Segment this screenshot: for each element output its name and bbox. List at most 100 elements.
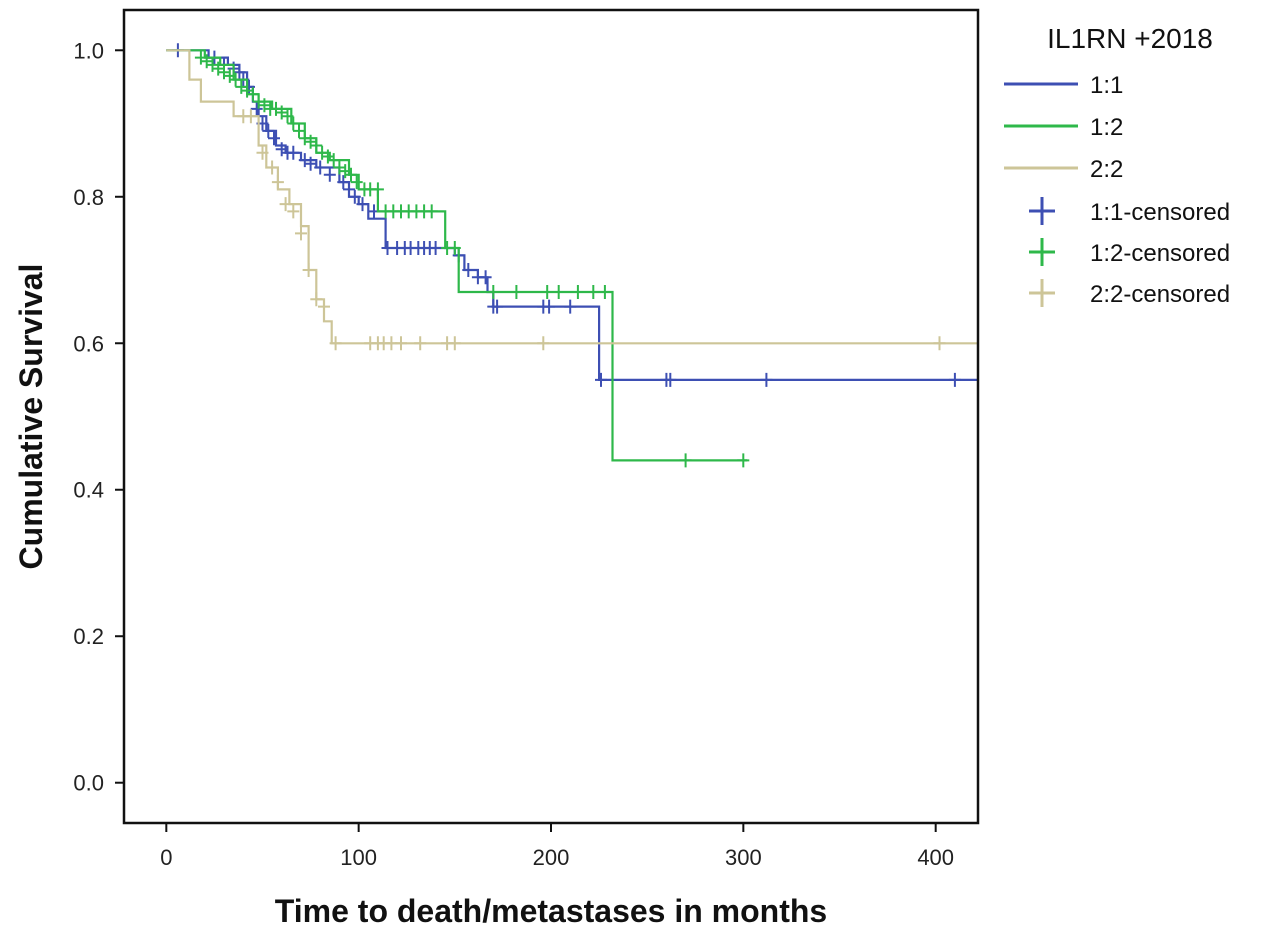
censor-mark [318, 299, 330, 314]
censor-mark [275, 105, 288, 120]
legend-item: 1:1-censored [1029, 197, 1230, 226]
censor-mark [664, 372, 677, 387]
legend-label: 2:2 [1090, 156, 1123, 183]
legend-item: 2:2-censored [1029, 279, 1230, 308]
censor-mark [233, 65, 246, 80]
legend-item: 2:2 [1004, 156, 1123, 183]
censor-mark [327, 153, 340, 168]
censor-mark [258, 98, 271, 113]
censor-mark [218, 65, 230, 80]
censor-mark [279, 197, 292, 212]
censor-mark [287, 145, 300, 160]
censor-mark [295, 226, 307, 241]
censor-mark [337, 175, 350, 190]
censor-mark [571, 285, 584, 299]
censor-mark [537, 336, 550, 351]
censor-mark [298, 131, 311, 146]
legend-item: 1:2 [1004, 114, 1123, 141]
censor-mark [679, 453, 692, 468]
x-tick-label: 200 [533, 845, 570, 870]
x-tick-label: 100 [340, 845, 377, 870]
censor-mark [462, 263, 475, 277]
legend-marker-swatch [1029, 197, 1055, 225]
censor-mark [356, 197, 369, 212]
censor-mark [323, 167, 336, 182]
censor-mark [587, 285, 600, 299]
censor-mark [310, 138, 323, 153]
censor-mark [564, 299, 577, 314]
x-tick-label: 400 [917, 845, 954, 870]
series-3 [166, 49, 978, 351]
y-tick-label: 0.6 [73, 331, 104, 356]
censor-mark [395, 336, 407, 351]
censor-mark [244, 109, 257, 124]
censor-mark [206, 57, 219, 72]
censor-mark [256, 145, 269, 160]
legend-item: 1:1 [1004, 72, 1123, 99]
x-tick-label: 0 [160, 845, 172, 870]
censor-mark [448, 241, 461, 255]
y-axis-title: Cumulative Survival [13, 264, 49, 570]
censor-mark [491, 299, 504, 314]
plot-frame [122, 8, 980, 825]
censor-mark [304, 134, 317, 149]
censor-mark [510, 285, 523, 299]
series-line-2-2 [166, 49, 978, 345]
censor-mark [250, 101, 263, 116]
legend: IL1RN +2018 1:1 1:2 2:2 1:1-censored 1:2-cen… [1004, 23, 1230, 308]
censor-mark [425, 204, 438, 219]
y-tick-label: 0.2 [73, 624, 104, 649]
censor-mark [287, 204, 300, 219]
series-2 [166, 49, 750, 468]
y-axis: 0.0 0.2 0.4 0.6 0.8 1.0 [73, 38, 124, 796]
censor-mark [429, 241, 442, 255]
censor-mark [345, 167, 357, 182]
y-tick-label: 1.0 [73, 38, 104, 63]
censor-mark [275, 142, 288, 157]
censor-mark [414, 336, 427, 351]
series-1 [166, 43, 978, 387]
censor-mark [316, 145, 329, 160]
censor-mark [304, 156, 317, 171]
x-tick-label: 300 [725, 845, 762, 870]
censor-mark [235, 79, 248, 94]
censor-mark [329, 336, 342, 351]
legend-label: 1:1 [1090, 72, 1123, 99]
censor-mark [343, 182, 355, 197]
legend-title: IL1RN +2018 [1047, 23, 1213, 54]
censor-mark [321, 149, 334, 164]
legend-label: 1:2 [1090, 114, 1123, 141]
censor-mark [252, 94, 265, 109]
x-axis-title: Time to death/metastases in months [275, 893, 827, 929]
censor-mark [310, 292, 323, 307]
legend-label: 1:1-censored [1090, 199, 1230, 226]
censor-mark [760, 372, 773, 387]
censor-mark [948, 372, 961, 387]
legend-marker-swatch [1029, 279, 1055, 307]
censor-mark [293, 123, 305, 138]
legend-marker-swatch [1029, 238, 1055, 266]
censor-mark [281, 109, 294, 124]
censor-mark [350, 175, 363, 190]
censor-mark [371, 182, 384, 197]
censor-mark [737, 453, 750, 468]
series-line-1-1 [166, 49, 978, 381]
censor-mark [487, 285, 500, 299]
censor-mark [302, 263, 315, 277]
y-tick-label: 0.8 [73, 185, 104, 210]
x-axis: 0 100 200 300 400 [160, 823, 954, 870]
y-tick-label: 0.0 [73, 771, 104, 796]
censor-mark [268, 131, 280, 146]
censor-mark [241, 83, 254, 98]
censor-mark [246, 87, 259, 102]
y-tick-label: 0.4 [73, 478, 104, 503]
censor-mark [552, 285, 565, 299]
censor-mark [541, 285, 554, 299]
censor-mark [448, 336, 461, 351]
censor-mark [479, 270, 492, 285]
censor-mark [262, 123, 275, 138]
censor-mark [314, 160, 327, 175]
legend-label: 2:2-censored [1090, 281, 1230, 308]
